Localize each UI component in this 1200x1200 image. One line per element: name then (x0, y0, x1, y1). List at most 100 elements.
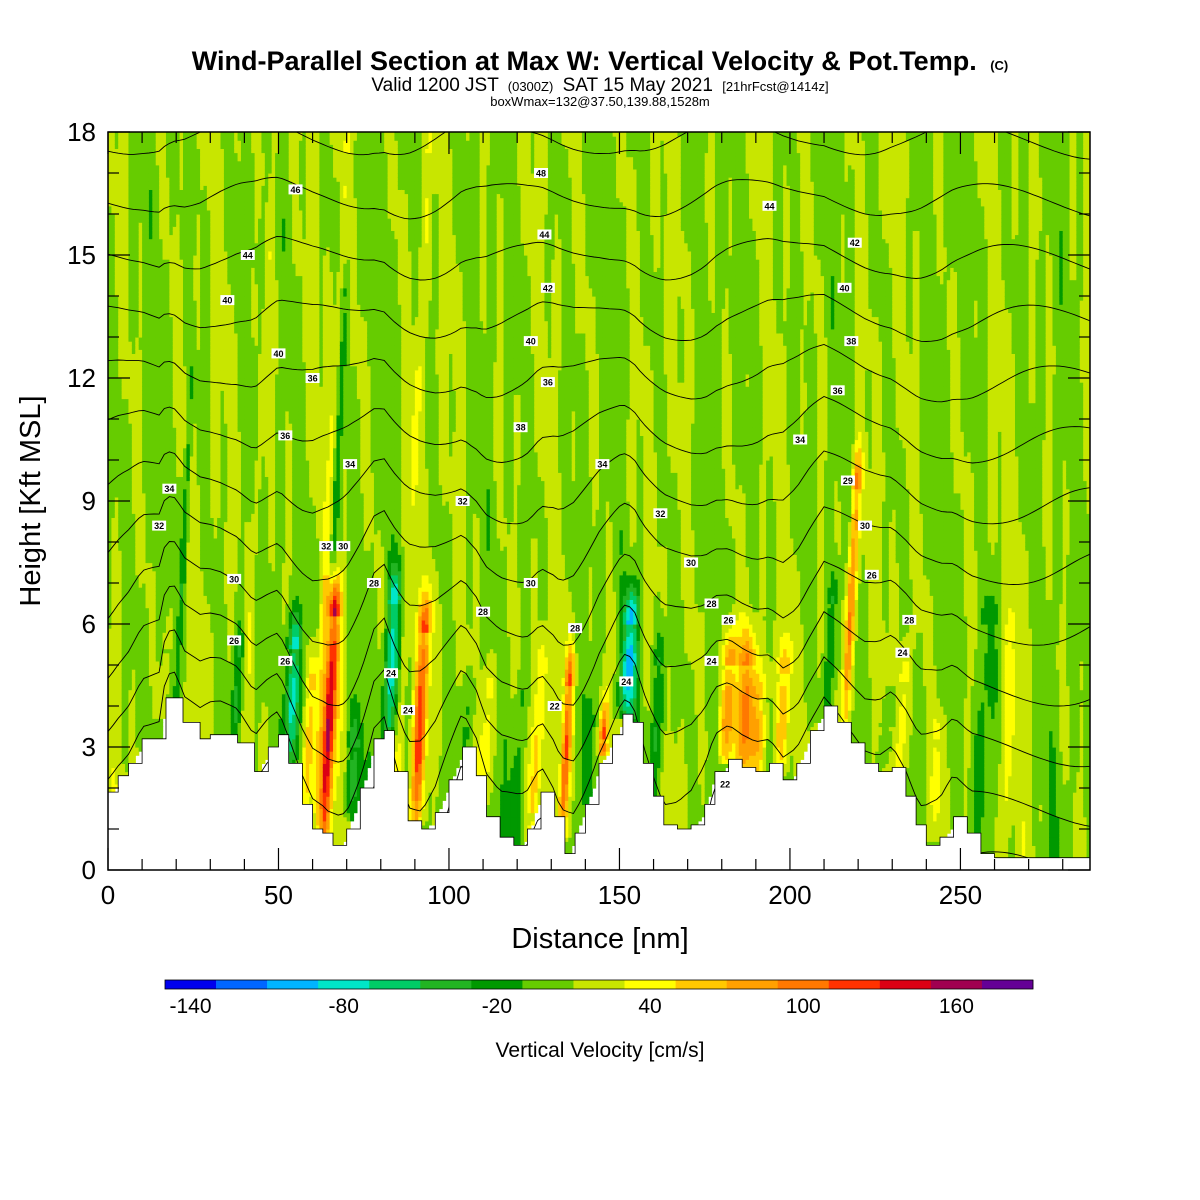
velocity-cell (122, 579, 126, 584)
velocity-cell (163, 148, 167, 153)
velocity-cell (152, 214, 156, 219)
velocity-cell (135, 624, 139, 629)
velocity-cell (122, 189, 126, 194)
velocity-cell (142, 538, 146, 543)
velocity-cell (118, 735, 122, 740)
velocity-cell (125, 575, 129, 580)
velocity-cell (115, 267, 119, 272)
velocity-cell (125, 325, 129, 330)
velocity-cell (142, 640, 146, 645)
velocity-cell (125, 288, 129, 293)
velocity-cell (149, 452, 153, 457)
velocity-cell (156, 325, 160, 330)
velocity-cell (115, 140, 119, 145)
velocity-cell (156, 657, 160, 662)
velocity-cell (135, 349, 139, 354)
velocity-cell (166, 595, 170, 600)
velocity-cell (163, 321, 167, 326)
velocity-cell (122, 517, 126, 522)
velocity-cell (156, 444, 160, 449)
velocity-cell (142, 288, 146, 293)
velocity-cell (142, 329, 146, 334)
velocity-cell (128, 284, 132, 289)
velocity-cell (146, 542, 150, 547)
velocity-cell (128, 481, 132, 486)
velocity-cell (118, 636, 122, 641)
velocity-cell (163, 538, 167, 543)
velocity-cell (135, 677, 139, 682)
velocity-cell (142, 214, 146, 219)
velocity-cell (142, 444, 146, 449)
velocity-cell (122, 665, 126, 670)
velocity-cell (139, 661, 143, 666)
velocity-cell (166, 546, 170, 551)
velocity-cell (149, 317, 153, 322)
velocity-cell (149, 448, 153, 453)
velocity-cell (128, 431, 132, 436)
velocity-cell (149, 591, 153, 596)
velocity-cell (135, 530, 139, 535)
velocity-cell (139, 640, 143, 645)
velocity-cell (122, 292, 126, 297)
velocity-cell (159, 628, 163, 633)
velocity-cell (149, 177, 153, 182)
velocity-cell (142, 321, 146, 326)
velocity-cell (135, 435, 139, 440)
velocity-cell (163, 370, 167, 375)
velocity-cell (152, 173, 156, 178)
velocity-cell (118, 181, 122, 186)
velocity-cell (139, 427, 143, 432)
velocity-cell (135, 321, 139, 326)
velocity-cell (152, 230, 156, 235)
velocity-cell (125, 579, 129, 584)
velocity-cell (159, 431, 163, 436)
velocity-cell (149, 333, 153, 338)
velocity-cell (135, 526, 139, 531)
velocity-cell (118, 464, 122, 469)
velocity-cell (111, 345, 115, 350)
velocity-cell (128, 300, 132, 305)
velocity-cell (163, 587, 167, 592)
velocity-cell (159, 243, 163, 248)
velocity-cell (115, 558, 119, 563)
velocity-cell (125, 218, 129, 223)
velocity-cell (152, 337, 156, 342)
velocity-cell (111, 419, 115, 424)
velocity-cell (166, 517, 170, 522)
velocity-cell (128, 505, 132, 510)
velocity-cell (135, 157, 139, 162)
velocity-cell (122, 169, 126, 174)
velocity-cell (125, 550, 129, 555)
velocity-cell (159, 235, 163, 240)
velocity-cell (118, 690, 122, 695)
velocity-cell (149, 308, 153, 313)
velocity-cell (149, 157, 153, 162)
velocity-cell (111, 427, 115, 432)
velocity-cell (163, 407, 167, 412)
velocity-cell (159, 247, 163, 252)
velocity-cell (125, 423, 129, 428)
velocity-cell (122, 415, 126, 420)
velocity-cell (139, 579, 143, 584)
velocity-cell (132, 481, 136, 486)
velocity-cell (166, 312, 170, 317)
velocity-cell (163, 292, 167, 297)
velocity-cell (115, 759, 119, 764)
velocity-cell (149, 251, 153, 256)
velocity-cell (156, 599, 160, 604)
velocity-cell (149, 542, 153, 547)
velocity-cell (152, 440, 156, 445)
velocity-cell (146, 403, 150, 408)
velocity-cell (118, 481, 122, 486)
velocity-cell (163, 157, 167, 162)
velocity-cell (125, 501, 129, 506)
velocity-cell (139, 501, 143, 506)
velocity-cell (139, 325, 143, 330)
velocity-cell (132, 210, 136, 215)
velocity-cell (111, 235, 115, 240)
velocity-cell (128, 366, 132, 371)
velocity-cell (111, 604, 115, 609)
velocity-cell (111, 230, 115, 235)
velocity-cell (156, 665, 160, 670)
velocity-cell (166, 571, 170, 576)
